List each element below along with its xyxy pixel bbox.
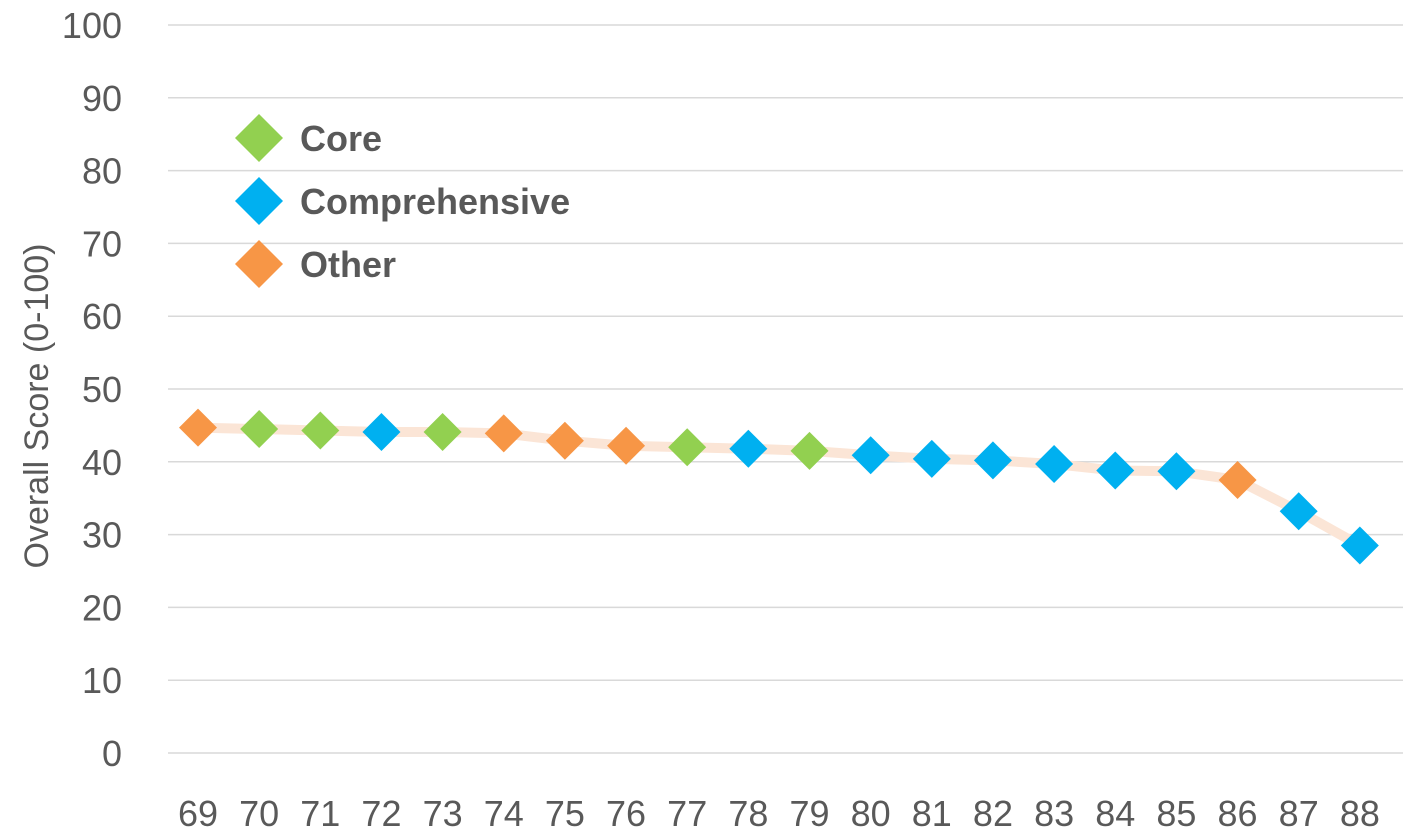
y-tick-label: 50	[82, 369, 122, 410]
data-point	[912, 439, 951, 478]
x-tick-label: 87	[1279, 793, 1319, 834]
data-point	[240, 410, 279, 449]
x-tick-label: 75	[545, 793, 585, 834]
y-tick-label: 90	[82, 78, 122, 119]
data-point	[1096, 451, 1135, 490]
x-tick-label: 82	[973, 793, 1013, 834]
data-point	[729, 429, 768, 468]
data-points	[179, 408, 1379, 565]
data-point	[790, 431, 829, 470]
legend-label: Other	[300, 244, 396, 285]
x-tick-label: 69	[178, 793, 218, 834]
y-tick-label: 80	[82, 151, 122, 192]
x-tick-label: 85	[1156, 793, 1196, 834]
data-point	[607, 426, 646, 465]
x-tick-label: 84	[1095, 793, 1135, 834]
data-point	[484, 414, 523, 453]
x-tick-label: 76	[606, 793, 646, 834]
data-point	[1157, 452, 1196, 491]
gridlines	[168, 24, 1403, 754]
y-axis-label: Overall Score (0-100)	[18, 243, 56, 568]
y-tick-label: 100	[62, 5, 122, 46]
legend: Core Comprehensive Other	[235, 114, 570, 288]
x-tick-label: 70	[239, 793, 279, 834]
data-point	[1340, 526, 1379, 565]
data-point	[668, 428, 707, 467]
data-point	[1035, 444, 1074, 483]
x-tick-label: 86	[1218, 793, 1258, 834]
data-point	[179, 408, 217, 447]
data-point	[423, 412, 462, 451]
x-tick-label: 78	[728, 793, 768, 834]
y-tick-label: 70	[82, 223, 122, 264]
y-tick-label: 0	[102, 733, 122, 774]
data-point	[973, 441, 1012, 480]
legend-marker	[235, 177, 283, 225]
x-tick-label: 81	[912, 793, 952, 834]
data-point	[851, 436, 890, 475]
series-line	[193, 422, 1365, 551]
x-tick-label: 71	[300, 793, 340, 834]
x-tick-label: 74	[484, 793, 524, 834]
data-point	[362, 412, 401, 451]
x-axis-ticks: 69 70 71 72 73 74 75 76 77 78 79 80 81 82 83 84 85 86 87 88	[178, 793, 1380, 834]
legend-label: Core	[300, 118, 382, 159]
legend-marker	[235, 114, 283, 162]
y-tick-label: 10	[82, 660, 122, 701]
x-tick-label: 73	[423, 793, 463, 834]
legend-label: Comprehensive	[300, 181, 570, 222]
y-tick-label: 40	[82, 442, 122, 483]
x-tick-label: 79	[789, 793, 829, 834]
legend-marker	[235, 240, 283, 288]
x-tick-label: 77	[667, 793, 707, 834]
y-tick-label: 60	[82, 296, 122, 337]
x-tick-label: 83	[1034, 793, 1074, 834]
data-point	[301, 411, 340, 450]
x-tick-label: 72	[361, 793, 401, 834]
y-tick-label: 20	[82, 587, 122, 628]
x-tick-label: 88	[1340, 793, 1380, 834]
data-point	[545, 421, 584, 460]
x-tick-label: 80	[851, 793, 891, 834]
data-point	[1218, 461, 1257, 499]
y-tick-label: 30	[82, 515, 122, 556]
y-axis-ticks: 0 10 20 30 40 50 60 70 80 90 100	[62, 5, 122, 774]
data-point	[1279, 492, 1318, 531]
